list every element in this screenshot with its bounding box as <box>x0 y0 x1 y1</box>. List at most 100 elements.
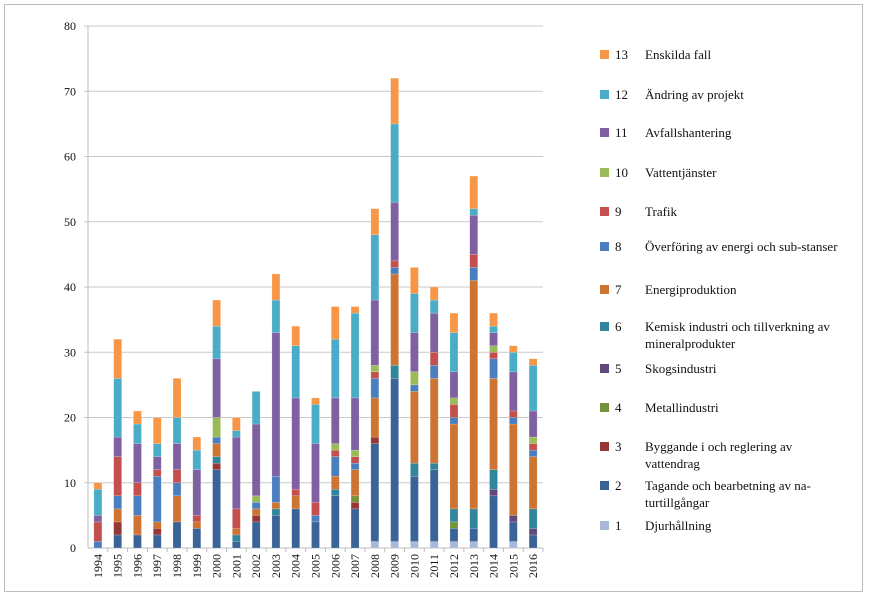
bar-segment-9-2011 <box>429 352 439 366</box>
bar-segment-7-2010 <box>410 391 419 464</box>
bar-segment-12-2005 <box>311 404 320 444</box>
bar-segment-13-2000 <box>212 299 221 327</box>
legend-swatch <box>600 50 609 59</box>
legend-item-11: 11 Avfallshantering <box>600 124 845 141</box>
legend-label: Avfallshantering <box>645 125 732 140</box>
legend-swatch <box>600 285 609 294</box>
bar-segment-9-2016 <box>528 443 538 451</box>
bar-segment-6-2006 <box>331 489 340 497</box>
bar-segment-13-2016 <box>528 358 538 366</box>
bar-segment-9-2012 <box>449 404 459 418</box>
bar-segment-13-1997 <box>152 417 162 444</box>
legend-label: Ändring av projekt <box>645 87 744 102</box>
x-tick-label: 2013 <box>467 554 481 578</box>
legend-swatch <box>600 90 609 99</box>
bar-segment-12-1998 <box>172 417 182 444</box>
bar-segment-12-2013 <box>469 208 479 216</box>
legend-label: Enskilda fall <box>645 47 712 62</box>
x-tick-label: 1996 <box>130 554 144 578</box>
bar-segment-7-2015 <box>509 423 518 516</box>
x-tick-label: 1994 <box>91 554 105 578</box>
bar-segment-3-1997 <box>152 528 162 536</box>
legend-item-1: 1 Djurhållning <box>600 517 845 534</box>
bar-segment-13-2015 <box>509 345 518 353</box>
bar-segment-10-2007 <box>350 449 360 457</box>
x-tick-label: 2002 <box>249 554 263 578</box>
bar-segment-7-1998 <box>172 495 182 523</box>
bar-segment-11-1997 <box>152 456 162 470</box>
bar-segment-2-2005 <box>311 521 320 549</box>
bar-segment-6-2013 <box>469 508 479 529</box>
bar-segment-4-2012 <box>449 521 459 529</box>
bar-segment-7-2004 <box>291 495 300 510</box>
bar-segment-13-2013 <box>469 175 479 209</box>
bar-segment-13-1994 <box>93 482 103 490</box>
bar-segment-10-2002 <box>251 495 261 503</box>
bar-segment-2-2002 <box>251 521 261 549</box>
bar-segment-12-2012 <box>449 332 459 373</box>
legend-swatch <box>600 403 609 412</box>
bar-segment-11-2008 <box>370 299 380 366</box>
bar-segment-11-2015 <box>509 371 518 412</box>
bar-segment-10-2014 <box>489 345 498 353</box>
legend-item-13: 13 Enskilda fall <box>600 46 845 63</box>
bar-segment-2-1996 <box>133 534 142 549</box>
bar-segment-11-1995 <box>113 436 122 457</box>
bar-segment-6-2009 <box>390 365 399 379</box>
bar-segment-8-2013 <box>469 267 479 281</box>
bar-segment-2-2010 <box>410 475 419 542</box>
legend-swatch <box>600 207 609 216</box>
bar-segment-11-2007 <box>350 397 360 451</box>
legend-number: 7 <box>615 282 622 297</box>
bar-segment-3-2000 <box>212 462 221 470</box>
bar-segment-10-2010 <box>410 371 419 386</box>
x-tick-label: 2016 <box>526 554 540 578</box>
bar-segment-1-2011 <box>429 541 439 549</box>
bar-segment-12-2008 <box>370 234 380 301</box>
bar-segment-9-1997 <box>152 469 162 477</box>
bar-segment-10-2016 <box>528 436 538 444</box>
legend-label: Vattentjänster <box>645 165 717 180</box>
bar-segment-13-2008 <box>370 208 380 236</box>
bar-segment-3-2008 <box>370 436 380 444</box>
legend-number: 1 <box>615 518 622 533</box>
bar-segment-7-1997 <box>152 521 162 529</box>
legend-swatch <box>600 521 609 530</box>
bar-segment-2-2004 <box>291 508 300 549</box>
bar-segment-8-2002 <box>251 502 261 510</box>
bar-segment-12-2006 <box>331 338 340 399</box>
y-tick-label: 60 <box>64 150 76 164</box>
bar-segment-13-2006 <box>331 306 340 340</box>
bar-segment-13-2004 <box>291 325 300 346</box>
x-tick-label: 2005 <box>309 554 323 578</box>
bar-segment-7-2011 <box>429 378 439 464</box>
bar-segment-2-2016 <box>528 534 538 549</box>
bar-segment-2-1998 <box>172 521 182 549</box>
bar-segment-13-2009 <box>390 77 399 125</box>
legend-number: 2 <box>615 478 622 493</box>
bar-segment-2-2000 <box>212 469 221 549</box>
y-tick-label: 30 <box>64 345 76 359</box>
legend-item-2: 2 Tagande och bearbetning av na-turtillgå… <box>600 477 845 511</box>
bar-segment-13-2010 <box>410 267 419 294</box>
y-tick-label: 20 <box>64 411 76 425</box>
bar-segment-13-2012 <box>449 312 459 333</box>
x-tick-label: 2000 <box>210 554 224 578</box>
bar-segment-6-2010 <box>410 462 419 477</box>
bar-segment-2-2006 <box>331 495 340 549</box>
legend-item-3: 3 Byggande i och reglering av vattendrag <box>600 438 845 472</box>
bar-segment-12-2007 <box>350 312 360 399</box>
bar-segment-7-2013 <box>469 280 479 510</box>
bar-segment-8-1997 <box>152 475 162 523</box>
bar-segment-7-2012 <box>449 423 459 510</box>
bar-segment-11-2016 <box>528 410 538 438</box>
bar-segment-11-2009 <box>390 201 399 262</box>
x-tick-label: 2008 <box>368 554 382 578</box>
legend: 13 Enskilda fall 1 2 Ändring av projekt 11 Avf… <box>600 0 860 590</box>
bar-segment-9-2007 <box>350 456 360 464</box>
bar-segment-7-2009 <box>390 273 399 366</box>
bar-segment-11-1996 <box>133 443 142 484</box>
bar-segment-12-2009 <box>390 123 399 203</box>
x-tick-label: 1999 <box>190 554 204 578</box>
bar-segment-9-2004 <box>291 489 300 497</box>
